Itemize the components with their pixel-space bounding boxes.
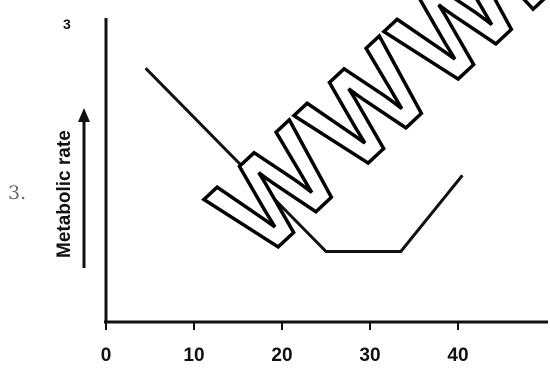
- corner-label: 3: [63, 16, 71, 32]
- x-ticks: 0 10 20 30 40: [101, 322, 469, 366]
- ylabel-arrow-head: [78, 108, 90, 122]
- y-axis-label-group: Metabolic rate: [54, 108, 90, 268]
- x-tick-label-1: 10: [183, 345, 204, 366]
- x-tick-label-3: 30: [359, 345, 380, 366]
- watermark: WWW.: [186, 0, 550, 282]
- series-line-0: [144, 67, 464, 253]
- x-tick-label-0: 0: [101, 345, 112, 366]
- series-layer: [144, 67, 464, 253]
- y-axis-label: Metabolic rate: [54, 130, 75, 258]
- axes: [104, 18, 548, 324]
- x-tick-label-2: 20: [271, 345, 292, 366]
- side-label: 3.: [8, 182, 26, 204]
- x-tick-label-4: 40: [447, 345, 468, 366]
